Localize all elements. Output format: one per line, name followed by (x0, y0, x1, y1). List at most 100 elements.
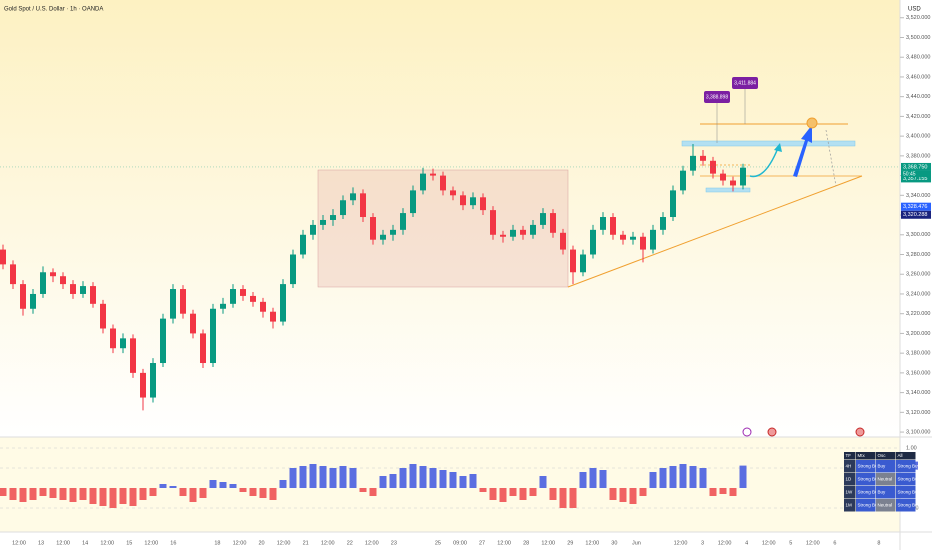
x-tick-label: 12:00 (321, 540, 335, 546)
osc-bar (219, 482, 227, 488)
osc-bar (109, 488, 117, 508)
price-tag-label: 3,368.750 (903, 164, 927, 170)
osc-bar (539, 476, 547, 488)
price-tag (901, 210, 931, 219)
table-text: Neutral (878, 477, 893, 482)
table-text: Strong Buy (858, 477, 881, 482)
candle-body (100, 303, 106, 329)
table-text: Mtx (858, 453, 866, 458)
candle-body (670, 190, 676, 218)
osc-bar (249, 488, 257, 496)
x-tick-label: 27 (479, 540, 485, 546)
osc-bar (19, 488, 27, 502)
osc-bar (269, 488, 277, 500)
osc-bar (299, 466, 307, 488)
candle-body (280, 284, 286, 322)
candle-body (520, 229, 526, 235)
table-cell (844, 499, 856, 512)
support-zone (705, 187, 751, 193)
y-tick-label: 3,160.000 (906, 370, 930, 376)
candle-body (110, 328, 116, 349)
osc-bar (99, 488, 107, 506)
osc-bar (699, 468, 707, 488)
x-tick-label: 14 (82, 540, 88, 546)
symbol: Gold Spot / U.S. Dollar · 1h · OANDA (4, 7, 103, 13)
osc-bar (29, 488, 37, 500)
osc-bar (389, 474, 397, 488)
osc-bar (139, 488, 147, 500)
osc-bar (449, 472, 457, 488)
candle-body (460, 195, 466, 206)
price-tag-label: 3,328.476 (903, 204, 927, 210)
event-icon (855, 427, 865, 437)
y-tick-label: 3,180.000 (906, 351, 930, 357)
x-tick-label: 22 (347, 540, 353, 546)
table-text: Strong Buy (898, 464, 921, 469)
candle-body (250, 295, 256, 302)
osc-bar (359, 488, 367, 492)
osc-bar (159, 484, 167, 488)
y-tick-label: 3,140.000 (906, 390, 930, 396)
candle-body (140, 372, 146, 398)
y-tick-label: 3,480.000 (906, 55, 930, 61)
candle-body (240, 289, 246, 296)
candle-body (580, 254, 586, 273)
x-tick-label: 8 (877, 540, 880, 546)
candle-body (120, 338, 126, 349)
candle-body (410, 190, 416, 214)
osc-bar (289, 468, 297, 488)
osc-bar (89, 488, 97, 504)
curve-arrow (749, 147, 779, 178)
candle-body (570, 249, 576, 273)
table-text: 1W (846, 490, 854, 495)
countdown-tag (901, 170, 931, 177)
candle-body (50, 272, 56, 277)
candle-body (740, 167, 746, 186)
osc-bar (479, 488, 487, 492)
candle-body (60, 276, 66, 285)
candle-body (690, 155, 696, 171)
x-tick-label: 3 (701, 540, 704, 546)
osc-bar (239, 488, 247, 492)
resistance-zone (681, 140, 856, 147)
table-text: All (898, 453, 903, 458)
osc-bar (489, 488, 497, 500)
osc-bar (679, 464, 687, 488)
event-icon (767, 427, 777, 437)
table-cell (844, 473, 856, 486)
candle-body (700, 155, 706, 161)
x-tick-label: 25 (435, 540, 441, 546)
osc-bar (439, 470, 447, 488)
osc-bar (559, 488, 567, 508)
table-text: Strong Buy (898, 490, 921, 495)
candle-body (260, 301, 266, 312)
osc-bar (459, 476, 467, 488)
osc-bar (339, 466, 347, 488)
table-cell (876, 486, 896, 499)
candle-body (230, 289, 236, 304)
x-tick-label: 6 (833, 540, 836, 546)
osc-bar (529, 488, 537, 496)
y-tick-label: 3,400.000 (906, 134, 930, 140)
x-tick-label: 12:00 (718, 540, 732, 546)
table-cell (856, 460, 876, 473)
x-tick-label: 29 (567, 540, 573, 546)
table-text: 4H (846, 464, 852, 469)
x-tick-label: 30 (611, 540, 617, 546)
osc-bar (349, 468, 357, 488)
y-tick-label: 3,260.000 (906, 272, 930, 278)
y-tick-label: 3,460.000 (906, 74, 930, 80)
x-tick-label: Jun (632, 540, 641, 546)
osc-bar (689, 466, 697, 488)
table-cell (856, 499, 876, 512)
table-cell (856, 452, 876, 460)
candle-body (270, 311, 276, 322)
x-tick-label: 12:00 (497, 540, 511, 546)
osc-bar (719, 488, 727, 494)
table-cell (896, 460, 916, 473)
osc-bar (369, 488, 377, 496)
table-text: Osc (878, 453, 887, 458)
osc-bar (669, 466, 677, 488)
osc-bar (409, 464, 417, 488)
